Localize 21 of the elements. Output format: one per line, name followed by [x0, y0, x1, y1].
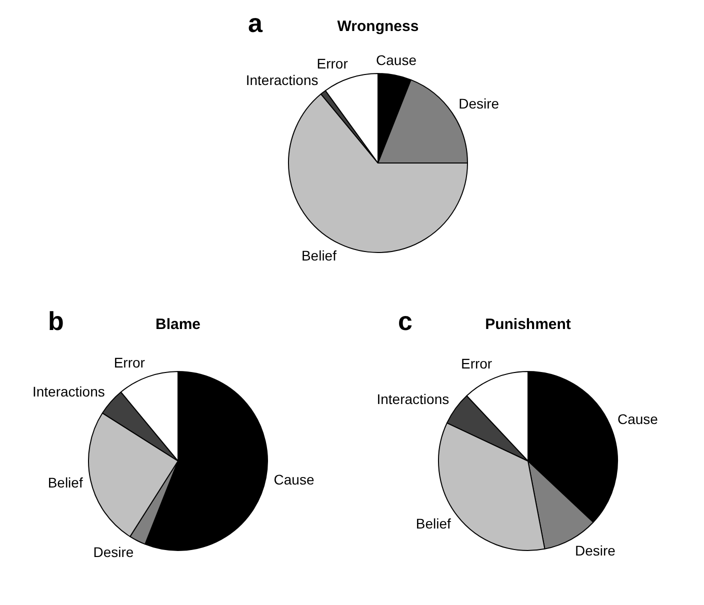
- slice-label: Belief: [48, 474, 83, 490]
- chart-title: Wrongness: [337, 18, 419, 36]
- chart-title: Punishment: [485, 316, 571, 334]
- slice-label: Desire: [574, 542, 616, 559]
- slice-label: Error: [460, 356, 492, 372]
- slice-label: Cause: [274, 471, 314, 488]
- slice-label: Error: [316, 55, 348, 72]
- text: a: [248, 8, 262, 39]
- slice-label: Desire: [93, 544, 134, 560]
- slice-label: Cause: [376, 52, 417, 68]
- slice-label: Desire: [458, 96, 500, 112]
- slice-label: Error: [114, 354, 146, 370]
- chart-title: Blame: [155, 316, 201, 334]
- slice-label: Belief: [416, 515, 452, 532]
- slice-label: Interactions: [376, 391, 450, 408]
- slice-label: Interactions: [32, 383, 105, 400]
- text: b: [48, 306, 64, 337]
- slice-label: Cause: [617, 410, 658, 427]
- text: c: [398, 306, 412, 337]
- slice-label: Belief: [301, 248, 337, 264]
- slice-label: Interactions: [246, 72, 318, 88]
